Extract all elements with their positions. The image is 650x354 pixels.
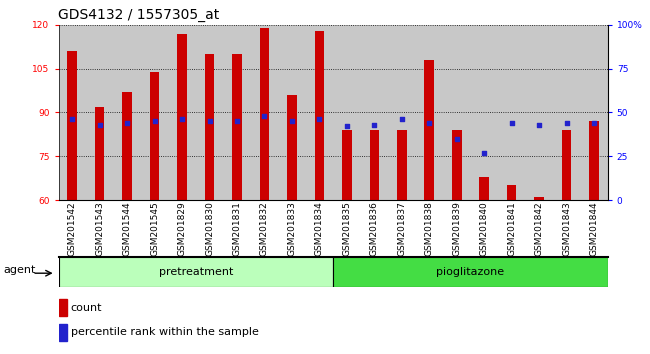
Point [287,118,297,124]
Bar [224,25,251,200]
Text: count: count [71,303,102,313]
Point [369,122,380,127]
Bar [95,107,105,200]
Bar [424,60,434,200]
Point [122,120,133,126]
Bar [150,72,159,200]
Bar [498,25,525,200]
Bar [287,95,297,200]
Bar [232,54,242,200]
Point [204,118,214,124]
Point [67,116,77,122]
Bar [259,28,269,200]
Text: GDS4132 / 1557305_at: GDS4132 / 1557305_at [58,8,220,22]
Bar [68,51,77,200]
Point [314,116,324,122]
Bar [552,25,580,200]
Bar [168,25,196,200]
Bar [315,30,324,200]
Bar [525,25,552,200]
Bar [388,25,415,200]
Point [94,122,105,127]
Point [452,136,462,142]
Bar [415,25,443,200]
Bar [580,25,608,200]
Bar [534,197,544,200]
Bar [58,25,86,200]
Text: pretreatment: pretreatment [159,267,233,277]
Bar [471,25,498,200]
Bar [114,25,141,200]
Point [396,116,407,122]
Bar [333,25,361,200]
Bar [205,54,214,200]
Bar [122,92,132,200]
Bar [86,25,114,200]
Bar [342,130,352,200]
Point [424,120,434,126]
Text: agent: agent [3,265,35,275]
Bar [196,25,224,200]
Bar [58,324,67,341]
Point [259,113,270,119]
Bar [562,130,571,200]
Text: percentile rank within the sample: percentile rank within the sample [71,327,259,337]
Text: pioglitazone: pioglitazone [436,267,504,277]
Point [150,118,160,124]
Point [589,120,599,126]
Bar [141,25,168,200]
Bar [397,130,407,200]
Point [479,150,489,155]
Bar [507,185,517,200]
Bar [306,25,333,200]
Point [177,116,187,122]
Bar [58,257,333,287]
Point [534,122,544,127]
Bar [333,257,608,287]
Bar [361,25,388,200]
Bar [452,130,461,200]
Point [562,120,572,126]
Point [342,124,352,129]
Bar [479,177,489,200]
Bar [443,25,471,200]
Point [506,120,517,126]
Bar [177,34,187,200]
Bar [251,25,278,200]
Point [232,118,242,124]
Bar [589,121,599,200]
Bar [278,25,306,200]
Bar [369,130,379,200]
Bar [58,299,67,316]
